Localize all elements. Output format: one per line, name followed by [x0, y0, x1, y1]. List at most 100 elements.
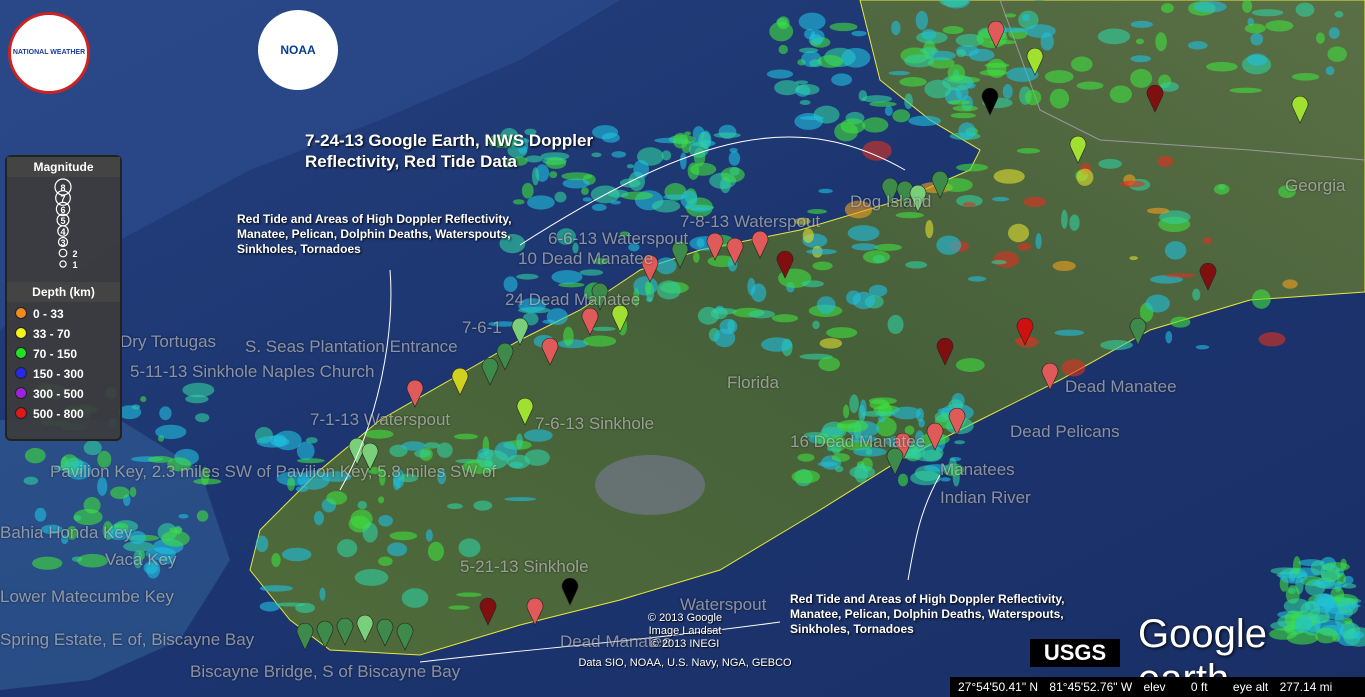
radar-echo	[1129, 256, 1138, 261]
radar-echo	[956, 49, 967, 58]
magnitude-circle	[59, 260, 67, 268]
radar-echo	[834, 121, 859, 142]
radar-echo	[1061, 209, 1068, 229]
radar-echo	[812, 261, 833, 271]
map-pin	[981, 87, 999, 116]
radar-echo	[761, 337, 793, 352]
radar-echo	[1325, 66, 1335, 76]
radar-echo	[178, 513, 189, 519]
radar-echo	[869, 101, 897, 107]
radar-echo	[998, 27, 1028, 33]
radar-echo	[942, 74, 974, 91]
radar-echo	[810, 29, 825, 44]
map-pin	[1026, 47, 1044, 76]
radar-echo	[1006, 67, 1039, 82]
radar-echo	[427, 541, 444, 562]
radar-echo	[425, 529, 433, 542]
radar-echo	[1334, 11, 1344, 18]
radar-echo	[41, 524, 63, 535]
eye-altitude: 277.14 mi	[1279, 680, 1333, 694]
radar-echo	[259, 585, 293, 592]
radar-echo	[1244, 23, 1266, 34]
radar-echo	[83, 440, 102, 456]
map-pin	[948, 407, 966, 436]
radar-echo	[992, 196, 1010, 202]
place-label: Pavilion Key, 2.3 miles SW of Pavilion K…	[50, 462, 497, 481]
map-pin	[751, 230, 769, 259]
depth-swatch	[15, 367, 27, 379]
radar-echo	[834, 465, 844, 473]
radar-echo	[525, 155, 543, 163]
radar-echo	[512, 199, 525, 205]
place-label: Dead Manatee	[560, 632, 672, 651]
radar-echo	[447, 503, 463, 510]
magnitude-circle	[55, 190, 71, 206]
map-pin	[406, 379, 424, 408]
radar-echo	[583, 335, 617, 347]
map-pin	[496, 342, 514, 371]
radar-echo	[1160, 3, 1174, 14]
radar-echo	[993, 169, 1025, 184]
map-pin	[706, 232, 724, 261]
elev-label: elev	[1143, 680, 1166, 694]
radar-echo	[862, 140, 892, 161]
depth-row: 70 - 150	[15, 347, 77, 361]
radar-echo	[524, 128, 537, 136]
radar-echo	[942, 26, 964, 35]
radar-echo	[844, 200, 873, 219]
radar-echo	[591, 152, 602, 158]
place-label: Georgia	[1285, 176, 1346, 195]
radar-echo	[147, 455, 173, 463]
radar-echo	[892, 109, 911, 123]
radar-echo	[679, 152, 687, 170]
radar-echo	[633, 159, 650, 179]
radar-echo	[915, 430, 925, 447]
radar-echo	[271, 552, 281, 568]
radar-echo	[517, 137, 529, 155]
radar-echo	[968, 48, 995, 62]
place-label: 7-6-1	[462, 318, 502, 337]
attribution-line: Image Landsat	[648, 625, 722, 637]
radar-echo	[778, 44, 788, 55]
radar-echo	[795, 80, 809, 85]
radar-echo	[819, 338, 843, 349]
radar-echo	[24, 447, 46, 464]
radar-echo	[1320, 563, 1340, 583]
radar-echo	[868, 284, 888, 297]
radar-echo	[504, 497, 537, 502]
radar-echo	[367, 466, 383, 475]
radar-echo	[818, 188, 833, 194]
radar-echo	[1017, 242, 1032, 251]
radar-echo	[802, 228, 814, 243]
map-pin	[1146, 84, 1164, 113]
radar-echo	[904, 93, 913, 110]
radar-echo	[34, 507, 47, 522]
place-label: Florida	[727, 373, 779, 392]
magnitude-label: 8	[60, 183, 65, 193]
radar-echo	[350, 509, 373, 529]
radar-echo	[579, 269, 604, 276]
radar-echo	[159, 406, 172, 421]
radar-echo	[53, 465, 67, 471]
radar-echo	[1157, 155, 1174, 168]
place-label: Indian River	[940, 488, 1031, 507]
radar-echo	[296, 441, 315, 461]
pointer-line	[419, 621, 781, 663]
legend-heading: Depth (km)	[7, 282, 120, 302]
usgs-logo: USGS	[1030, 639, 1120, 667]
radar-echo	[1146, 207, 1170, 214]
radar-echo	[357, 500, 368, 510]
radar-echo	[1328, 27, 1340, 39]
radar-echo	[516, 433, 523, 450]
radar-echo	[592, 125, 619, 140]
radar-echo	[1159, 81, 1179, 92]
radar-echo	[940, 178, 973, 193]
place-label: Manatees	[940, 460, 1015, 479]
radar-echo	[923, 464, 950, 472]
radar-echo	[1061, 359, 1086, 377]
depth-row: 0 - 33	[15, 307, 64, 321]
radar-echo	[799, 115, 825, 121]
place-label: 16 Dead Manatee	[790, 432, 926, 451]
longitude: 81°45'52.76" W	[1049, 680, 1133, 694]
